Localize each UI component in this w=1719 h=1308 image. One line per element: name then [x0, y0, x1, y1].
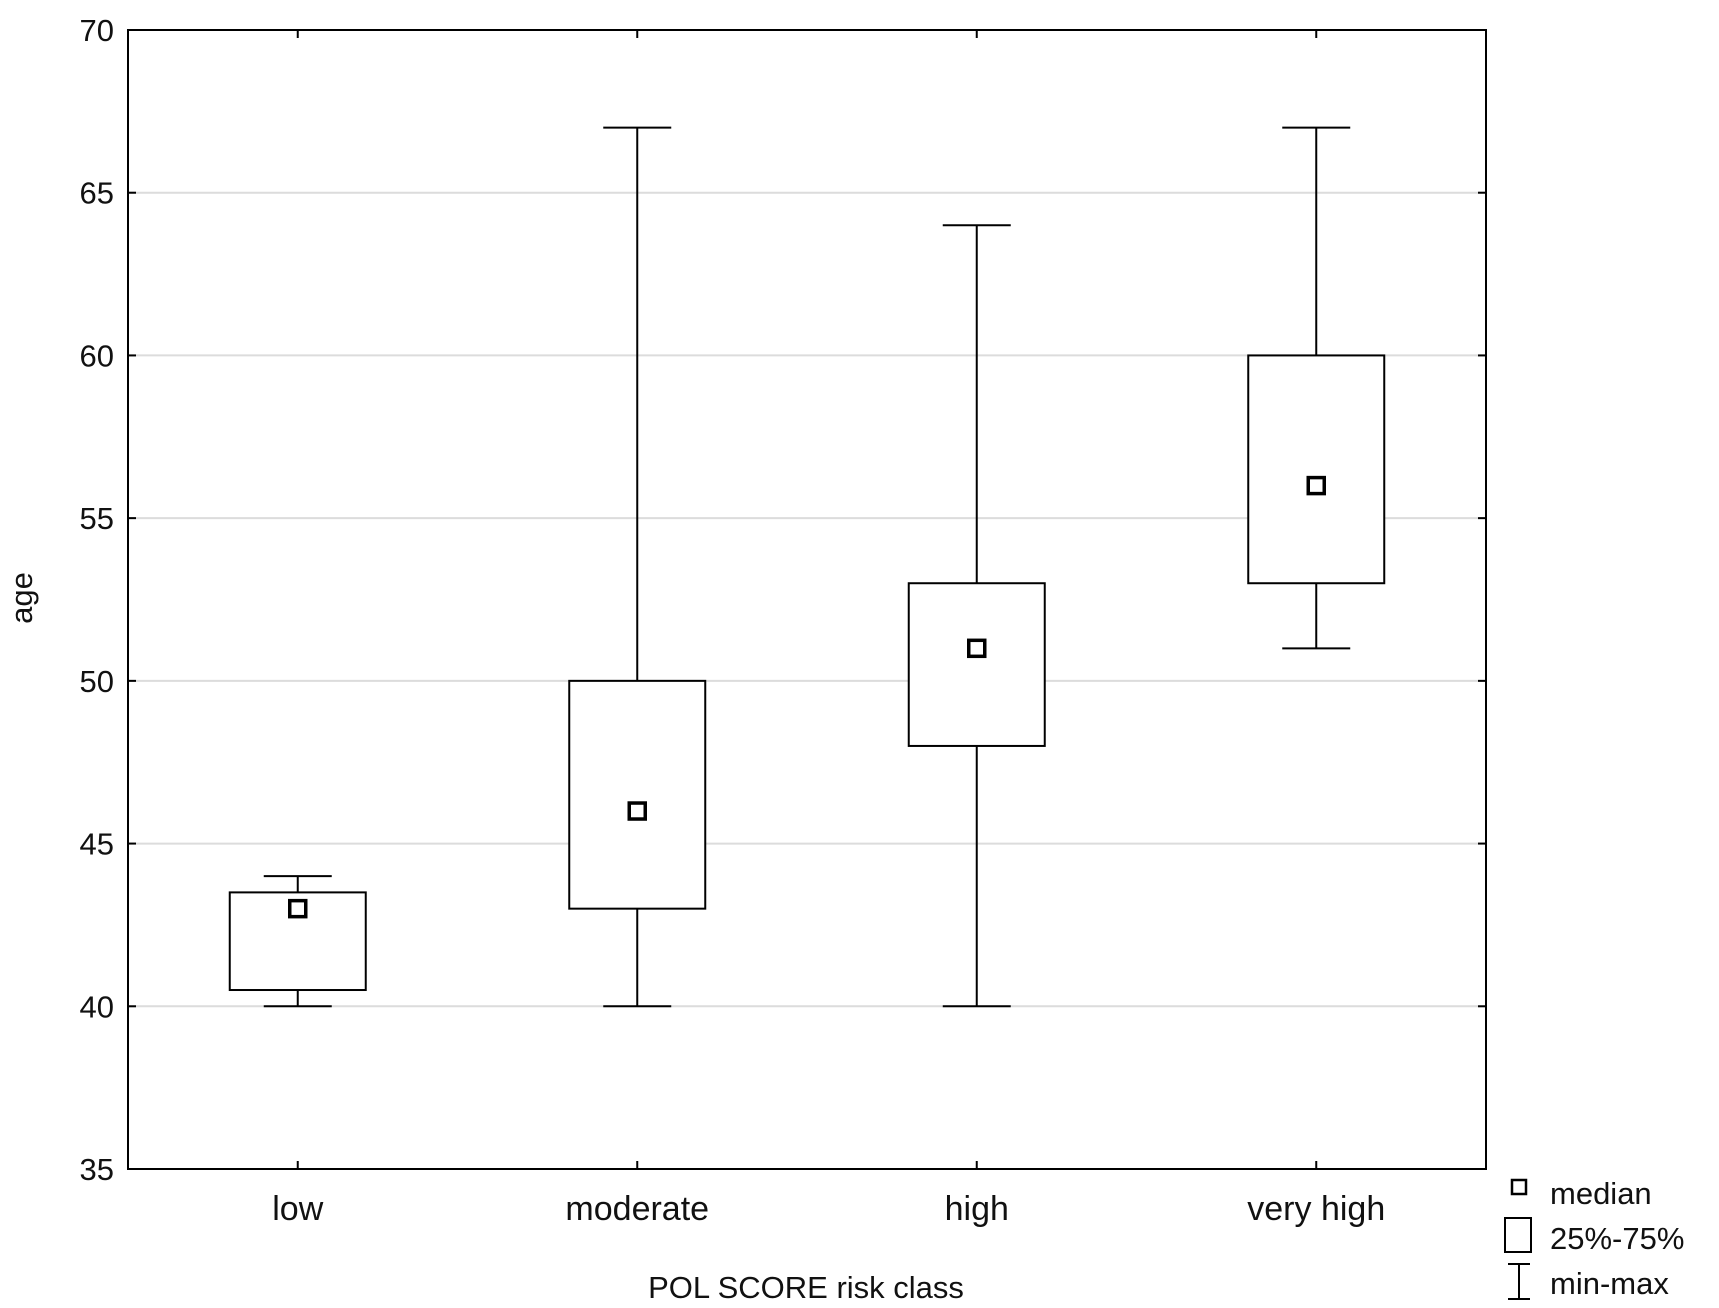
legend-label-quartiles: 25%-75% [1550, 1221, 1684, 1256]
y-axis-title: age [4, 572, 39, 624]
plot-area-frame [127, 29, 1487, 1170]
x-axis: low moderate high very high [272, 30, 1385, 1228]
iqr-box-moderate [568, 679, 707, 910]
y-tick-label-50: 50 [80, 664, 114, 699]
x-category-label-high: high [945, 1190, 1009, 1228]
y-tick-label-40: 40 [80, 989, 114, 1024]
legend-box-icon [1504, 1217, 1532, 1253]
x-axis-title: POL SCORE risk class [648, 1270, 964, 1305]
median-marker-moderate [627, 801, 647, 821]
legend: median 25%-75% min-max [1504, 1176, 1684, 1301]
box-very-high [1247, 126, 1386, 650]
box-high [907, 224, 1046, 1008]
legend-whisker-icon [1508, 1263, 1530, 1300]
legend-label-minmax: min-max [1550, 1266, 1669, 1301]
median-marker-very-high [1306, 475, 1326, 496]
iqr-box-very-high [1247, 354, 1386, 585]
grid-lines [128, 191, 1486, 1008]
y-tick-label-55: 55 [80, 501, 114, 536]
y-tick-label-60: 60 [80, 338, 114, 373]
median-marker-low [288, 898, 308, 919]
y-axis: 35 40 45 50 55 60 65 70 [80, 13, 1486, 1187]
y-tick-label-35: 35 [80, 1152, 114, 1187]
legend-median-icon [1510, 1178, 1528, 1196]
box-series [228, 126, 1386, 1008]
x-category-label-very-high: very high [1247, 1190, 1385, 1228]
box-low [228, 875, 367, 1008]
y-tick-label-70: 70 [80, 13, 114, 48]
median-marker-high [967, 638, 987, 659]
y-tick-label-45: 45 [80, 827, 114, 862]
iqr-box-high [907, 582, 1046, 747]
y-tick-label-65: 65 [80, 176, 114, 211]
x-category-label-moderate: moderate [565, 1190, 709, 1228]
box-moderate [568, 126, 707, 1008]
x-category-label-low: low [272, 1190, 323, 1228]
legend-label-median: median [1550, 1176, 1652, 1211]
